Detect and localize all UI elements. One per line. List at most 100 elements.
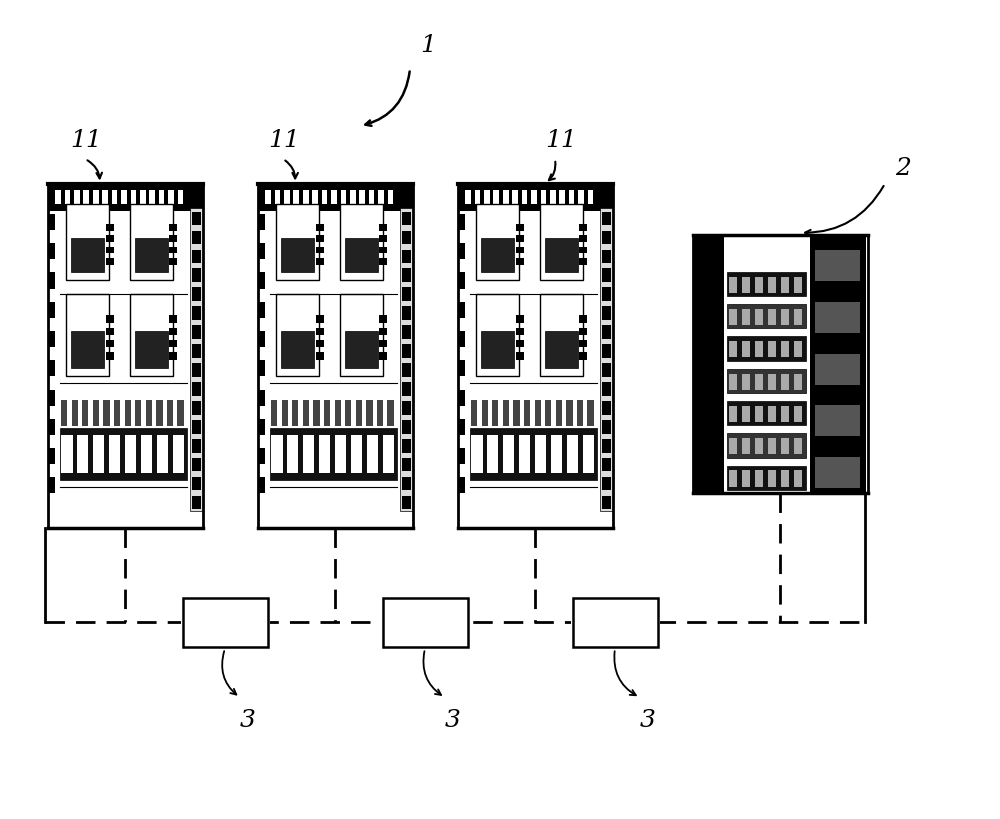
Bar [270, 428, 397, 480]
Bar [815, 457, 860, 488]
Bar [692, 235, 868, 493]
Bar [402, 251, 411, 264]
Bar [173, 436, 184, 473]
Bar [157, 436, 168, 473]
Bar [794, 278, 802, 293]
Bar [131, 191, 136, 205]
Bar [755, 310, 763, 326]
Bar [345, 332, 378, 369]
Bar [177, 401, 184, 427]
Bar [106, 353, 114, 360]
Bar [379, 247, 387, 254]
Bar [794, 439, 802, 455]
Text: 3: 3 [640, 708, 656, 731]
Bar [48, 184, 203, 528]
Bar [303, 191, 309, 205]
Bar [768, 310, 776, 326]
Bar [503, 436, 514, 473]
Bar [465, 191, 471, 205]
Bar [531, 191, 537, 205]
Bar [192, 251, 201, 264]
Bar [524, 401, 530, 427]
Bar [535, 436, 546, 473]
Bar [340, 205, 383, 281]
Bar [60, 428, 187, 480]
Bar [292, 401, 298, 427]
Bar [729, 406, 737, 423]
Bar [72, 401, 78, 427]
Bar [48, 215, 55, 231]
Bar [458, 244, 465, 260]
Bar [48, 244, 55, 260]
Bar [71, 332, 104, 369]
Bar [316, 259, 324, 265]
Bar [169, 353, 177, 360]
Bar [742, 342, 750, 358]
Bar [516, 353, 524, 360]
Bar [556, 401, 562, 427]
Bar [322, 191, 327, 205]
Bar [276, 205, 319, 281]
Bar [125, 436, 136, 473]
Bar [569, 191, 574, 205]
Bar [729, 310, 737, 326]
Bar [579, 247, 587, 254]
Bar [93, 436, 104, 473]
Bar [729, 342, 737, 358]
Bar [258, 184, 413, 212]
Bar [402, 326, 411, 339]
Bar [602, 477, 611, 491]
Bar [742, 439, 750, 455]
Bar [815, 251, 860, 282]
Bar [103, 401, 110, 427]
Bar [130, 294, 173, 377]
Bar [74, 191, 80, 205]
Bar [516, 328, 524, 336]
Bar [93, 191, 99, 205]
Bar [755, 439, 763, 455]
Bar [602, 326, 611, 339]
Bar [169, 316, 177, 324]
Bar [316, 341, 324, 348]
Bar [316, 353, 324, 360]
Bar [545, 332, 578, 369]
Bar [48, 419, 55, 436]
Bar [388, 191, 393, 205]
Bar [167, 401, 173, 427]
Bar [168, 191, 174, 205]
Bar [48, 449, 55, 464]
Bar [570, 596, 660, 649]
Bar [192, 496, 201, 509]
Bar [492, 401, 498, 427]
Bar [71, 239, 104, 273]
Bar [102, 191, 108, 205]
Bar [169, 224, 177, 232]
Bar [400, 208, 413, 511]
Bar [516, 247, 524, 254]
Bar [727, 305, 806, 329]
Bar [475, 191, 480, 205]
Bar [810, 235, 866, 493]
Bar [350, 191, 356, 205]
Bar [602, 345, 611, 359]
Bar [303, 436, 314, 473]
Bar [567, 436, 578, 473]
Bar [316, 236, 324, 242]
Bar [324, 401, 330, 427]
Bar [82, 401, 88, 427]
Bar [535, 401, 541, 427]
Bar [382, 598, 468, 647]
Bar [781, 471, 789, 487]
Bar [794, 342, 802, 358]
Bar [192, 459, 201, 472]
Bar [587, 401, 594, 427]
Bar [130, 205, 173, 281]
Bar [271, 401, 277, 427]
Bar [458, 184, 612, 528]
Bar [149, 191, 155, 205]
Bar [602, 364, 611, 378]
Bar [341, 191, 346, 205]
Bar [379, 259, 387, 265]
Bar [602, 307, 611, 320]
Bar [140, 191, 146, 205]
